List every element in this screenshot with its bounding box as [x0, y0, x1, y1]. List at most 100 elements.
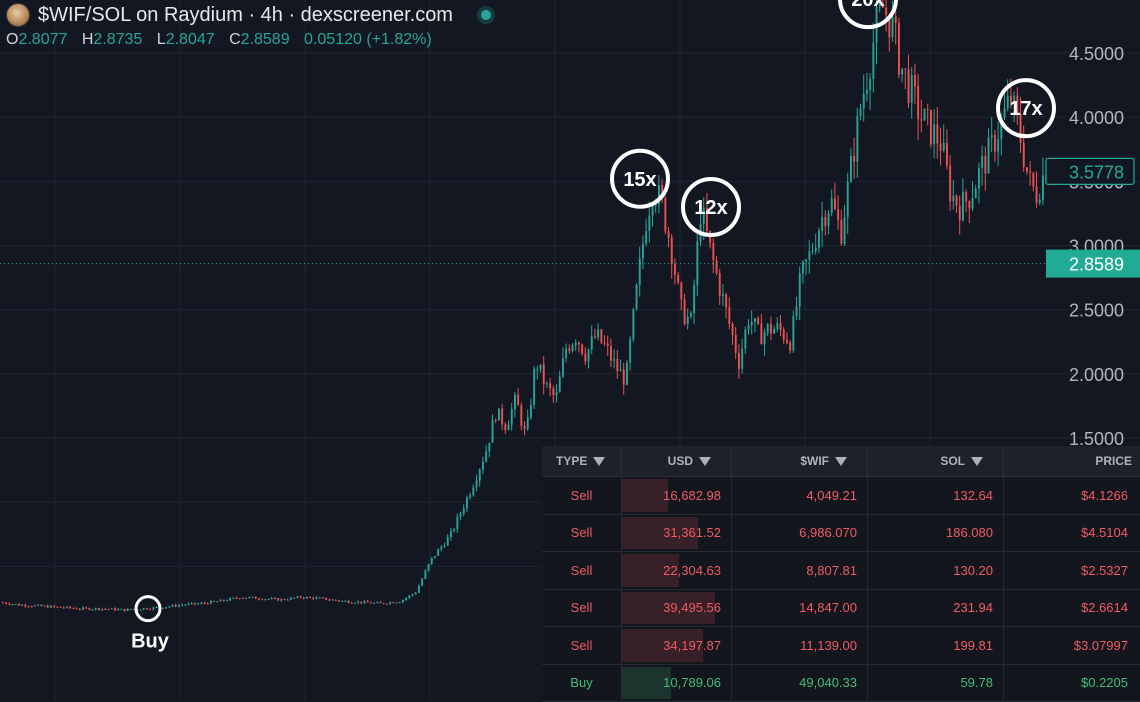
candle-body	[210, 601, 212, 604]
candle-body	[1042, 175, 1044, 199]
candle-body	[860, 108, 862, 115]
column-price[interactable]: PRICE	[1004, 446, 1140, 476]
candle-body	[600, 330, 602, 343]
candle-body	[104, 609, 106, 610]
candle-body	[466, 497, 468, 508]
candle-body	[738, 353, 740, 369]
filter-icon[interactable]	[971, 457, 983, 466]
candle-body	[732, 324, 734, 335]
candle-body	[386, 604, 388, 605]
trade-price: $3.07997	[1004, 627, 1140, 664]
trade-usd-value: 31,361.52	[663, 525, 721, 540]
candle-body	[936, 124, 938, 143]
open-label: O	[6, 31, 18, 48]
column-wif-label: $WIF	[800, 454, 829, 468]
candle-body	[444, 546, 446, 547]
candle-body	[1029, 172, 1031, 173]
column-type[interactable]: TYPE	[542, 446, 622, 476]
candle-body	[245, 598, 247, 599]
filter-icon[interactable]	[835, 457, 847, 466]
candle-body	[943, 143, 945, 151]
candle-body	[645, 231, 647, 244]
candle-body	[988, 137, 990, 173]
candle-body	[495, 420, 497, 421]
candle-body	[290, 598, 292, 600]
column-wif[interactable]: $WIF	[732, 446, 868, 476]
token-logo	[6, 3, 30, 27]
trade-sol-amount: 186.080	[868, 515, 1004, 552]
candle-body	[469, 495, 471, 497]
candle-body	[28, 606, 30, 607]
candle-body	[405, 598, 407, 600]
candle-body	[476, 481, 478, 488]
candle-body	[140, 610, 142, 611]
candle-body	[741, 349, 743, 369]
candle-body	[792, 316, 794, 351]
candle-body	[200, 603, 202, 604]
candle-body	[367, 601, 369, 602]
candle-body	[796, 306, 798, 316]
multiplier-label: 17x	[1009, 98, 1042, 120]
candle-body	[56, 607, 58, 608]
candle-body	[280, 599, 282, 600]
candle-body	[472, 488, 474, 496]
multiplier-label: 12x	[694, 197, 727, 219]
candle-body	[687, 317, 689, 324]
close-value: 2.8589	[241, 31, 290, 48]
candle-body	[540, 364, 542, 369]
candle-body	[120, 609, 122, 610]
candle-body	[114, 608, 116, 610]
candle-body	[546, 383, 548, 384]
high-label: H	[82, 31, 94, 48]
filter-icon[interactable]	[699, 457, 711, 466]
candle-body	[380, 602, 382, 603]
candle-body	[399, 602, 401, 603]
candle-body	[440, 547, 442, 550]
candle-body	[111, 608, 113, 609]
filter-icon[interactable]	[593, 457, 605, 466]
candle-body	[309, 597, 311, 598]
candle-body	[892, 16, 894, 37]
low-value: 2.8047	[166, 31, 215, 48]
candle-body	[498, 408, 500, 420]
candle-body	[952, 196, 954, 202]
candle-body	[351, 603, 353, 604]
candle-body	[412, 594, 414, 595]
candle-body	[188, 604, 190, 605]
candle-body	[927, 109, 929, 110]
candle-body	[60, 607, 62, 608]
candle-body	[629, 339, 631, 363]
live-status-icon	[481, 10, 491, 20]
candle-body	[1036, 187, 1038, 203]
candle-body	[284, 599, 286, 600]
column-sol[interactable]: SOL	[868, 446, 1004, 476]
candle-body	[959, 206, 961, 221]
candle-body	[802, 262, 804, 273]
candle-body	[287, 600, 289, 601]
candle-body	[933, 124, 935, 144]
candle-body	[616, 359, 618, 371]
candle-body	[172, 605, 174, 607]
candle-body	[264, 599, 266, 600]
candle-body	[514, 395, 516, 410]
candle-body	[364, 601, 366, 603]
candle-body	[520, 405, 522, 426]
candle-body	[511, 409, 513, 424]
candle-body	[949, 166, 951, 202]
trade-price: $4.5104	[1004, 515, 1140, 552]
candle-body	[1023, 143, 1025, 167]
candle-body	[460, 513, 462, 516]
candle-body	[978, 168, 980, 189]
candle-body	[88, 608, 90, 610]
candle-body	[31, 606, 33, 607]
trade-price: $0.2205	[1004, 665, 1140, 702]
column-usd[interactable]: USD	[622, 446, 732, 476]
candle-body	[799, 273, 801, 306]
candle-body	[194, 603, 196, 604]
